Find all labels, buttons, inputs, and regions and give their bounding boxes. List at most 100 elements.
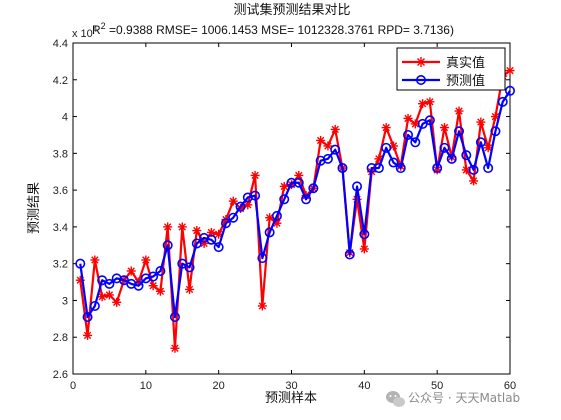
data-point [279, 181, 289, 191]
data-point [228, 196, 238, 206]
data-point [133, 280, 144, 291]
legend-box [396, 47, 506, 91]
plot-area [72, 42, 511, 375]
y-tick-label: 4 [62, 112, 68, 124]
data-point [169, 311, 180, 322]
data-point [228, 212, 239, 223]
data-point [469, 176, 479, 186]
chart-subtitle: R2 =0.9388 RMSE= 1006.1453 MSE= 1012328.… [92, 21, 454, 37]
data-point [468, 164, 479, 175]
data-point [89, 300, 100, 311]
series-predicted-values [75, 85, 515, 322]
subtitle-superscript: 2 [101, 21, 106, 31]
data-point [170, 343, 180, 353]
data-point [90, 255, 100, 265]
data-point [424, 115, 435, 126]
x-tick-label: 30 [285, 380, 297, 392]
data-point [410, 137, 421, 148]
y-axis-exponent: x 104 [72, 25, 98, 40]
data-point [264, 227, 275, 238]
data-point [257, 301, 267, 311]
x-tick-label: 40 [358, 380, 370, 392]
data-point [497, 96, 508, 107]
data-point [83, 330, 93, 340]
data-point [490, 126, 501, 137]
data-point [439, 142, 450, 153]
y-tick-label: 3 [62, 295, 68, 307]
legend-marker-true [416, 57, 426, 67]
data-point [220, 218, 231, 229]
data-point [403, 129, 414, 140]
data-point [112, 297, 122, 307]
y-tick-label: 2.6 [53, 369, 68, 381]
y-tick-label: 3.6 [53, 185, 68, 197]
data-point [432, 163, 443, 174]
data-point [388, 157, 399, 168]
data-point [381, 142, 392, 153]
data-point [286, 177, 297, 188]
data-point [279, 194, 290, 205]
data-point [330, 144, 341, 155]
data-point [82, 311, 93, 322]
data-point [141, 255, 151, 265]
legend-marker-pred [415, 75, 426, 86]
x-axis-ticks: 0 10 20 30 40 50 60 [70, 43, 516, 392]
x-tick-label: 0 [70, 380, 76, 392]
data-point [148, 271, 159, 282]
data-point [425, 97, 435, 107]
data-point [366, 163, 377, 174]
data-point [344, 249, 355, 260]
data-point [257, 253, 268, 264]
data-point [395, 163, 406, 174]
data-point [403, 113, 413, 123]
data-point [271, 210, 282, 221]
data-point [250, 170, 260, 180]
data-point [483, 163, 494, 174]
y-tick-label: 3.2 [53, 259, 68, 271]
data-point [250, 190, 261, 201]
data-point [206, 234, 217, 245]
data-point [323, 141, 333, 151]
exponent-base: x 10 [72, 28, 93, 40]
subtitle-rest: =0.9388 RMSE= 1006.1453 MSE= 1012328.376… [106, 23, 454, 37]
data-point [454, 106, 464, 116]
data-point [97, 292, 107, 302]
x-tick-label: 10 [140, 380, 152, 392]
wechat-icon [386, 391, 405, 407]
data-point [454, 126, 465, 137]
data-point [192, 226, 202, 236]
data-point [126, 266, 136, 276]
data-point [155, 266, 166, 277]
data-point [446, 153, 457, 164]
data-point [359, 229, 370, 240]
data-point [388, 141, 398, 151]
data-point [75, 258, 86, 269]
data-point [163, 222, 173, 232]
y-tick-label: 3.8 [53, 148, 68, 160]
y-axis-label: 预测结果 [27, 182, 42, 234]
data-point [352, 181, 363, 192]
data-point [148, 281, 158, 291]
x-tick-label: 50 [431, 380, 443, 392]
chart-title: 测试集预测结果对比 [233, 2, 350, 18]
data-point [418, 99, 428, 109]
x-axis-label: 预测样本 [265, 391, 317, 406]
data-point [373, 163, 384, 174]
data-point [308, 183, 319, 194]
y-tick-label: 4.2 [53, 75, 68, 87]
data-point [316, 135, 326, 145]
data-point [439, 123, 449, 133]
data-point [293, 177, 304, 188]
data-point [184, 262, 195, 273]
data-point [461, 150, 472, 161]
data-point [359, 244, 369, 254]
watermark-text: 公众号 · 天天Matlab [408, 391, 520, 405]
data-point [505, 66, 515, 76]
data-point [381, 123, 391, 133]
watermark: 公众号 · 天天Matlab [386, 391, 520, 407]
data-point [104, 290, 114, 300]
data-point [301, 194, 312, 205]
data-point [265, 213, 275, 223]
data-point [475, 137, 486, 148]
